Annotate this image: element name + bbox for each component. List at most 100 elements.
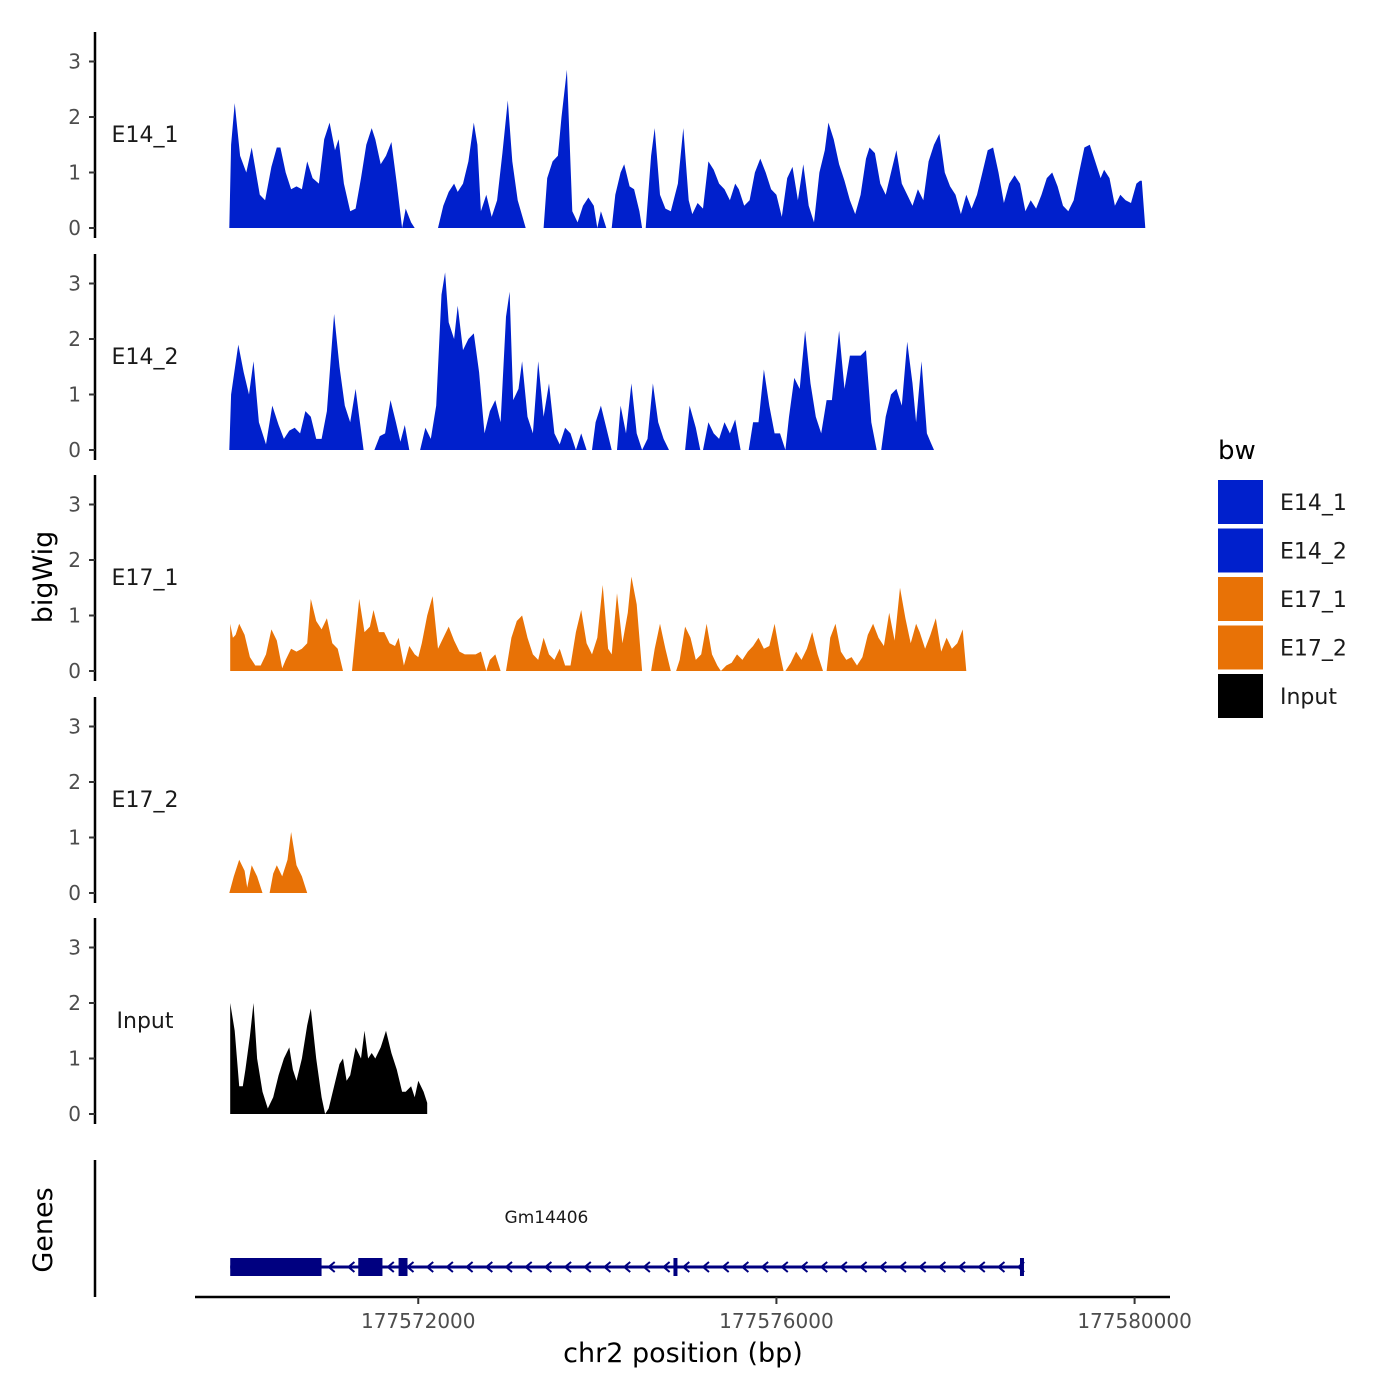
strand-arrow (721, 1261, 730, 1273)
signal-area-e14_2 (229, 272, 935, 450)
legend-item: E14_2 (1218, 528, 1347, 573)
legend-swatch (1218, 577, 1263, 621)
strand-arrow (957, 1261, 966, 1273)
y-tick-label: 3 (68, 936, 81, 960)
legend-swatch (1218, 625, 1263, 670)
strand-arrow (642, 1261, 651, 1273)
strand-arrow (740, 1261, 750, 1273)
signal-area-e17_2 (229, 832, 308, 893)
strand-arrow (839, 1261, 848, 1273)
legend-item: E17_2 (1218, 625, 1347, 670)
y-tick-label: 3 (68, 50, 81, 74)
strand-arrow (859, 1261, 868, 1273)
x-axis-title: chr2 position (bp) (563, 1338, 803, 1369)
strand-arrow (327, 1261, 336, 1273)
x-tick-label: 177580000 (1077, 1309, 1192, 1333)
track-label: E17_2 (112, 788, 179, 813)
strand-arrow (405, 1261, 415, 1273)
legend-swatch (1218, 480, 1263, 524)
strand-arrow (681, 1261, 690, 1273)
gene-exon (673, 1258, 678, 1276)
legend-item: Input (1218, 674, 1337, 718)
genes-axis-title: Genes (28, 1187, 59, 1272)
genes-panel: Gm14406 (93, 1160, 1025, 1297)
track-label: E14_1 (112, 123, 179, 148)
legend-label: E17_2 (1280, 637, 1347, 662)
strand-arrow (799, 1261, 809, 1273)
track-label: E14_2 (112, 345, 179, 370)
track-input: 0 1 2 3 Input (68, 918, 428, 1126)
y-tick-label: 0 (68, 216, 81, 240)
signal-area-input (230, 1003, 428, 1114)
legend-label: E14_2 (1280, 540, 1347, 565)
y-tick-label: 3 (68, 272, 81, 296)
strand-arrow (346, 1261, 356, 1273)
y-tick-label: 2 (68, 991, 81, 1015)
gene-name-label: Gm14406 (505, 1208, 589, 1228)
strand-arrow (760, 1261, 769, 1273)
y-tick-label: 3 (68, 493, 81, 517)
gene-exon (230, 1258, 322, 1276)
strand-arrow (524, 1261, 533, 1273)
strand-arrow (425, 1261, 434, 1273)
legend-title: bw (1218, 436, 1256, 466)
track-label: E17_1 (112, 566, 179, 591)
x-tick-label: 177576000 (719, 1309, 834, 1333)
strand-arrow (878, 1261, 887, 1273)
track-e17_2: 0 1 2 3 E17_2 (68, 697, 308, 905)
signal-area-e17_1 (230, 576, 967, 671)
legend-label: E14_1 (1280, 491, 1347, 516)
strand-arrow (465, 1261, 474, 1273)
y-tick-label: 1 (68, 1047, 81, 1071)
gene-gm14406: Gm14406 (230, 1208, 1025, 1276)
strand-arrow (937, 1261, 947, 1273)
strand-arrow (701, 1261, 710, 1273)
strand-arrow (386, 1261, 395, 1273)
gene-exon (358, 1258, 383, 1276)
track-e14_1: 0 1 2 3 E14_1 (68, 32, 1146, 240)
track-e14_2: 0 1 2 3 E14_2 (68, 254, 935, 462)
strand-arrow (484, 1261, 493, 1273)
gene-exon (1019, 1258, 1024, 1276)
y-tick-label: 0 (68, 1102, 81, 1126)
y-tick-label: 3 (68, 715, 81, 739)
strand-arrow (504, 1261, 513, 1273)
strand-arrow (898, 1261, 907, 1273)
legend-items: E14_1 E14_2 E17_1 E17_2 Input (1218, 480, 1347, 718)
legend-swatch (1218, 674, 1263, 718)
x-tick-label: 177572000 (361, 1309, 476, 1333)
track-e17_1: 0 1 2 3 E17_1 (68, 475, 967, 683)
strand-arrow (602, 1261, 612, 1273)
y-tick-label: 0 (68, 438, 81, 462)
x-ticks: 177572000 177576000 177580000 (361, 1297, 1192, 1333)
y-tick-label: 1 (68, 161, 81, 185)
y-tick-label: 1 (68, 383, 81, 407)
y-axis-title: bigWig (28, 531, 59, 624)
strand-arrow (918, 1261, 927, 1273)
legend-item: E14_1 (1218, 480, 1347, 524)
gene-exon (398, 1258, 408, 1276)
signal-area-e14_1 (229, 69, 1146, 228)
y-tick-label: 2 (68, 770, 81, 794)
legend: bw E14_1 E14_2 E17_1 E17_2 Input (1218, 436, 1347, 718)
legend-label: Input (1280, 685, 1337, 710)
y-tick-label: 2 (68, 105, 81, 129)
legend-item: E17_1 (1218, 577, 1347, 621)
strand-arrow (583, 1261, 592, 1273)
strand-arrow (543, 1261, 553, 1273)
y-tick-label: 2 (68, 548, 81, 572)
strand-arrow (662, 1261, 671, 1273)
strand-arrow (780, 1261, 789, 1273)
strand-arrow (819, 1261, 828, 1273)
y-tick-label: 1 (68, 826, 81, 850)
track-panels: 0 1 2 3 E14_1 0 1 2 3 E14_2 0 1 2 3 E17_1 0 1 2 3 E17_2 0 1 2 3… (68, 32, 1146, 1126)
track-label: Input (117, 1009, 174, 1034)
x-axis: 177572000 177576000 177580000 chr2 positio… (195, 1295, 1192, 1369)
y-tick-label: 1 (68, 604, 81, 628)
legend-label: E17_1 (1280, 588, 1347, 613)
legend-swatch (1218, 528, 1263, 573)
y-tick-label: 2 (68, 327, 81, 351)
y-tick-label: 0 (68, 881, 81, 905)
y-tick-label: 0 (68, 659, 81, 683)
